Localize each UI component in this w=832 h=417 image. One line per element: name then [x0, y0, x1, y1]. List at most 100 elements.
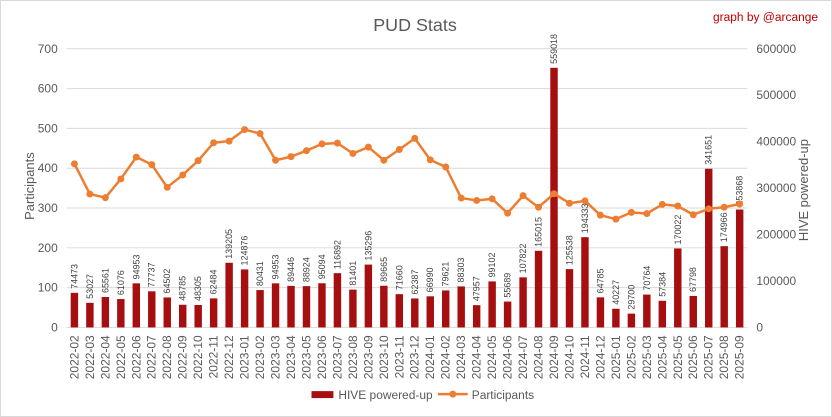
- hive-bar-value-label: 559018: [549, 34, 559, 64]
- hive-bar: [318, 283, 326, 328]
- legend: HIVE powered-up Participants: [311, 388, 534, 402]
- participants-marker: [504, 209, 512, 217]
- participants-marker: [86, 190, 94, 198]
- x-tick-label: 2024-02: [439, 335, 453, 379]
- hive-bar-value-label: 48305: [193, 276, 203, 301]
- left-tick-label: 100: [38, 281, 58, 295]
- hive-bar: [658, 300, 667, 328]
- right-axis-title: HIVE powered-up: [796, 139, 811, 241]
- hive-bar: [302, 286, 311, 328]
- participants-marker: [101, 194, 109, 202]
- participants-marker: [70, 160, 78, 168]
- participants-marker: [364, 143, 372, 151]
- participants-marker: [163, 183, 171, 191]
- x-tick-label: 2023-01: [238, 335, 252, 379]
- x-tick-label: 2022-12: [222, 335, 236, 379]
- hive-bar-value-label: 124876: [240, 236, 250, 266]
- right-tick-label: 400000: [756, 135, 796, 149]
- hive-bar-value-label: 81401: [348, 261, 358, 286]
- participants-marker: [380, 156, 388, 164]
- x-tick-label: 2025-06: [686, 335, 700, 379]
- x-tick-label: 2024-12: [593, 335, 607, 379]
- hive-bar-value-label: 77737: [147, 262, 157, 287]
- legend-label-hive: HIVE powered-up: [338, 388, 433, 402]
- hive-bar: [581, 237, 589, 328]
- participants-marker: [411, 134, 419, 142]
- participants-marker: [705, 205, 713, 213]
- hive-bar-value-label: 95094: [317, 254, 327, 279]
- x-tick-label: 2024-04: [470, 335, 484, 379]
- left-tick-label: 500: [38, 121, 58, 135]
- participants-line-group: [70, 126, 744, 223]
- participants-marker: [426, 156, 434, 164]
- x-tick-label: 2024-07: [516, 335, 530, 379]
- hive-bar: [519, 277, 527, 328]
- left-tick-label: 200: [38, 241, 58, 255]
- hive-bar-value-label: 116892: [332, 240, 342, 269]
- hive-bar-value-label: 48785: [178, 276, 188, 301]
- chart-title: PUD Stats: [373, 15, 457, 35]
- hive-bar-value-label: 29700: [626, 285, 636, 310]
- participants-marker: [302, 147, 310, 155]
- hive-bar: [426, 296, 434, 328]
- chart-credit: graph by @arcange: [713, 10, 818, 24]
- participants-marker: [627, 208, 635, 216]
- participants-marker: [736, 200, 744, 208]
- hive-bar-value-label: 88924: [301, 257, 311, 282]
- x-tick-label: 2024-08: [532, 335, 546, 379]
- hive-bar: [271, 283, 280, 328]
- x-tick-label: 2024-05: [485, 335, 499, 379]
- x-tick-label: 2024-01: [423, 335, 437, 379]
- hive-bar: [333, 273, 342, 328]
- hive-bar-value-label: 341651: [704, 135, 714, 165]
- hive-bar: [380, 285, 388, 328]
- x-tick-label: 2025-04: [655, 335, 669, 379]
- x-tick-label: 2022-08: [160, 335, 174, 379]
- participants-marker: [241, 126, 249, 134]
- x-tick-label: 2024-06: [501, 335, 515, 379]
- participants-marker: [535, 203, 543, 211]
- hive-bar: [179, 304, 187, 328]
- hive-bar-value-label: 65561: [100, 268, 110, 293]
- participants-marker: [318, 140, 326, 148]
- participants-marker: [612, 215, 620, 223]
- hive-bar: [488, 281, 496, 328]
- x-tick-label: 2023-02: [253, 335, 267, 379]
- hive-bar: [643, 294, 651, 328]
- hive-bar-value-label: 70764: [642, 266, 652, 291]
- hive-bar-value-label: 57384: [657, 272, 667, 297]
- hive-bar-value-label: 135296: [363, 231, 373, 261]
- x-tick-label: 2024-03: [454, 335, 468, 379]
- participants-marker: [194, 157, 202, 165]
- legend-swatch-participants-marker: [449, 390, 457, 398]
- hive-bar: [148, 291, 156, 328]
- hive-bar: [457, 286, 465, 328]
- participants-marker: [488, 195, 496, 203]
- hive-bar-value-label: 47957: [472, 276, 482, 301]
- hive-bar: [86, 302, 94, 328]
- hive-bar-value-label: 165015: [534, 217, 544, 247]
- left-tick-label: 400: [38, 161, 58, 175]
- participants-marker: [256, 130, 264, 138]
- participants-marker: [225, 137, 233, 145]
- x-tick-label: 2023-09: [361, 335, 375, 379]
- left-tick-label: 700: [38, 42, 58, 56]
- participants-marker: [210, 139, 218, 147]
- hive-bar: [705, 168, 713, 328]
- participants-marker: [658, 200, 666, 208]
- x-tick-label: 2024-09: [547, 335, 561, 379]
- x-axis-ticks: 2022-02 2022-03 2022-04 2022-05 2022-06 2022-…: [67, 335, 746, 379]
- hive-bar: [117, 299, 125, 328]
- x-tick-label: 2022-04: [98, 335, 112, 379]
- hive-bar-value-label: 64785: [595, 268, 605, 293]
- left-tick-label: 300: [38, 201, 58, 215]
- right-tick-label: 100000: [756, 274, 796, 288]
- hive-bar-value-label: 94953: [131, 254, 141, 279]
- right-tick-label: 600000: [756, 42, 796, 56]
- participants-marker: [272, 156, 280, 164]
- x-tick-label: 2023-04: [284, 335, 298, 379]
- x-tick-label: 2023-12: [408, 335, 422, 379]
- hive-bar-value-label: 55689: [503, 273, 513, 298]
- participants-marker: [333, 139, 341, 147]
- participants-line: [73, 128, 740, 221]
